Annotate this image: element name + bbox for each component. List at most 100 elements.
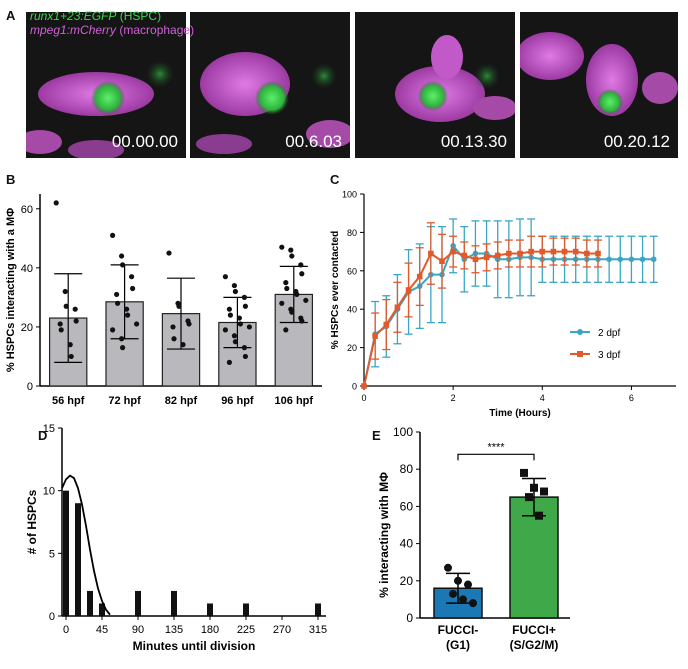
micrograph-1-image — [26, 60, 174, 158]
data-point — [469, 599, 477, 608]
micrograph-3-image — [395, 35, 515, 122]
y-tick-label: 20 — [400, 574, 414, 588]
x-tick-label: 45 — [96, 624, 108, 636]
x-tick-label: 6 — [629, 393, 634, 403]
panel-a-legend: runx1+23:EGFP (HSPC) mpeg1:mCherry (macr… — [30, 9, 194, 37]
data-point — [279, 300, 285, 306]
data-point — [120, 345, 126, 351]
data-point — [67, 342, 73, 348]
y-tick-label: 20 — [21, 322, 33, 334]
series-point — [483, 254, 490, 261]
panel-d-chart: 0 5 10 15 0 45 90 135 180 225 270 315 Minutes until … — [25, 423, 327, 653]
data-point — [520, 468, 528, 477]
hspc-gene-label: runx1+23:EGFP — [30, 9, 117, 23]
data-point — [186, 321, 192, 327]
x-axis-label: Minutes until division — [133, 639, 256, 653]
y-tick-label: 0 — [406, 611, 413, 625]
timestamp-4: 00.20.12 — [603, 132, 670, 151]
data-point — [62, 288, 68, 295]
x-tick-label: 4 — [540, 393, 545, 403]
micrograph-frame-4: 00.20.12 — [520, 12, 678, 158]
series-point — [361, 383, 367, 389]
data-point — [58, 327, 64, 333]
panel-b-letter: B — [6, 172, 16, 187]
series-line-2 — [363, 250, 598, 387]
data-point — [171, 336, 177, 342]
data-point — [125, 312, 131, 318]
data-point — [444, 563, 452, 572]
data-point — [298, 262, 304, 268]
data-point — [226, 306, 232, 312]
macrophage-cell — [431, 35, 463, 79]
macrophage-cell — [306, 120, 350, 148]
x-tick-label: 82 hpf — [165, 395, 198, 407]
panel-b-chart: 0 20 40 60 % HSPCs interacting with a MΦ 56 h… — [5, 194, 322, 407]
micrograph-frame-1: 00.00.00 — [26, 12, 186, 158]
series-point — [539, 248, 546, 255]
series-point — [450, 248, 456, 255]
macrophage-cell — [520, 32, 584, 80]
data-point — [464, 580, 472, 589]
data-point — [68, 353, 74, 360]
data-point — [288, 247, 294, 253]
bar — [509, 496, 559, 619]
y-tick-label: 80 — [400, 462, 414, 476]
data-point — [279, 244, 285, 250]
y-tick-label: 60 — [400, 499, 414, 513]
data-point — [283, 327, 289, 333]
macrophage-cell — [68, 140, 124, 158]
macrophage-cell — [26, 130, 62, 154]
x-tick-label: 0 — [63, 624, 69, 636]
data-point — [114, 291, 120, 298]
data-point — [110, 327, 116, 333]
series-point — [494, 252, 501, 259]
data-point — [236, 315, 242, 321]
series-point — [639, 256, 646, 263]
series-point — [650, 256, 657, 263]
series-point — [372, 333, 378, 339]
panel-c-chart: 0 20 40 60 80 100 0 2 4 6 Time (Hours) % HSPCs ever… — [330, 190, 676, 419]
y-tick-label: 0 — [352, 382, 357, 392]
macrophage-gene-label: mpeg1:mCherry — [30, 23, 117, 37]
series-point — [606, 256, 612, 263]
bar — [87, 590, 93, 616]
data-point — [176, 303, 182, 309]
y-axis-label: # of HSPCs — [25, 489, 39, 554]
data-point — [289, 253, 295, 259]
timestamp-2: 00.6.03 — [285, 132, 342, 151]
macrophage-cell — [473, 96, 515, 120]
x-tick-label: 225 — [237, 624, 255, 636]
data-point — [294, 291, 300, 298]
micrograph-2-image — [196, 52, 350, 154]
data-point — [459, 595, 467, 604]
x-tick-label: 135 — [165, 624, 183, 636]
panel-d-letter: D — [38, 428, 48, 443]
x-tick-label: 106 hpf — [275, 395, 314, 407]
data-point — [222, 274, 228, 280]
y-tick-label: 80 — [347, 228, 357, 238]
y-tick-label: 100 — [342, 190, 357, 200]
x-tick-label: 72 hpf — [108, 395, 141, 407]
y-tick-label: 15 — [43, 423, 55, 435]
bar — [315, 603, 321, 616]
series-point — [572, 248, 579, 255]
y-tick-label: 5 — [49, 548, 55, 560]
series-point — [517, 250, 523, 257]
y-tick-label: 0 — [49, 611, 55, 623]
hspc-cell — [146, 60, 174, 88]
series-point — [595, 250, 601, 257]
significance-bracket — [457, 453, 535, 461]
y-axis-label: % interacting with MΦ — [377, 472, 391, 598]
series-point — [617, 256, 624, 263]
bar — [207, 603, 213, 616]
bar — [243, 603, 249, 616]
y-axis-label: % HSPCs ever contacted — [330, 231, 341, 349]
y-tick-label: 60 — [347, 266, 357, 276]
data-point — [540, 487, 548, 496]
bar — [135, 590, 141, 616]
data-point — [120, 262, 126, 268]
y-axis-label: % HSPCs interacting with a MΦ — [5, 208, 17, 372]
data-point — [53, 200, 59, 206]
data-point — [119, 253, 125, 259]
